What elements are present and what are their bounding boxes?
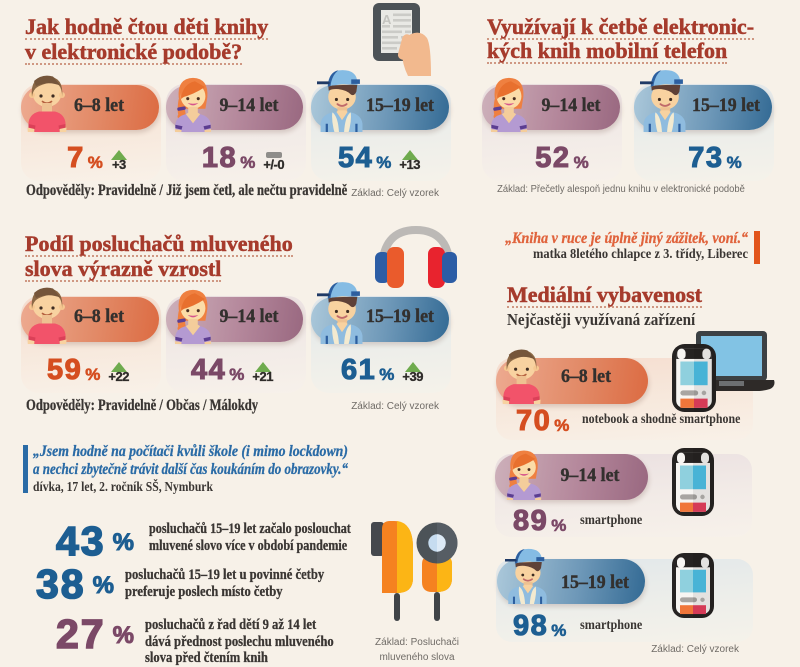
svg-text:A: A	[382, 12, 392, 27]
